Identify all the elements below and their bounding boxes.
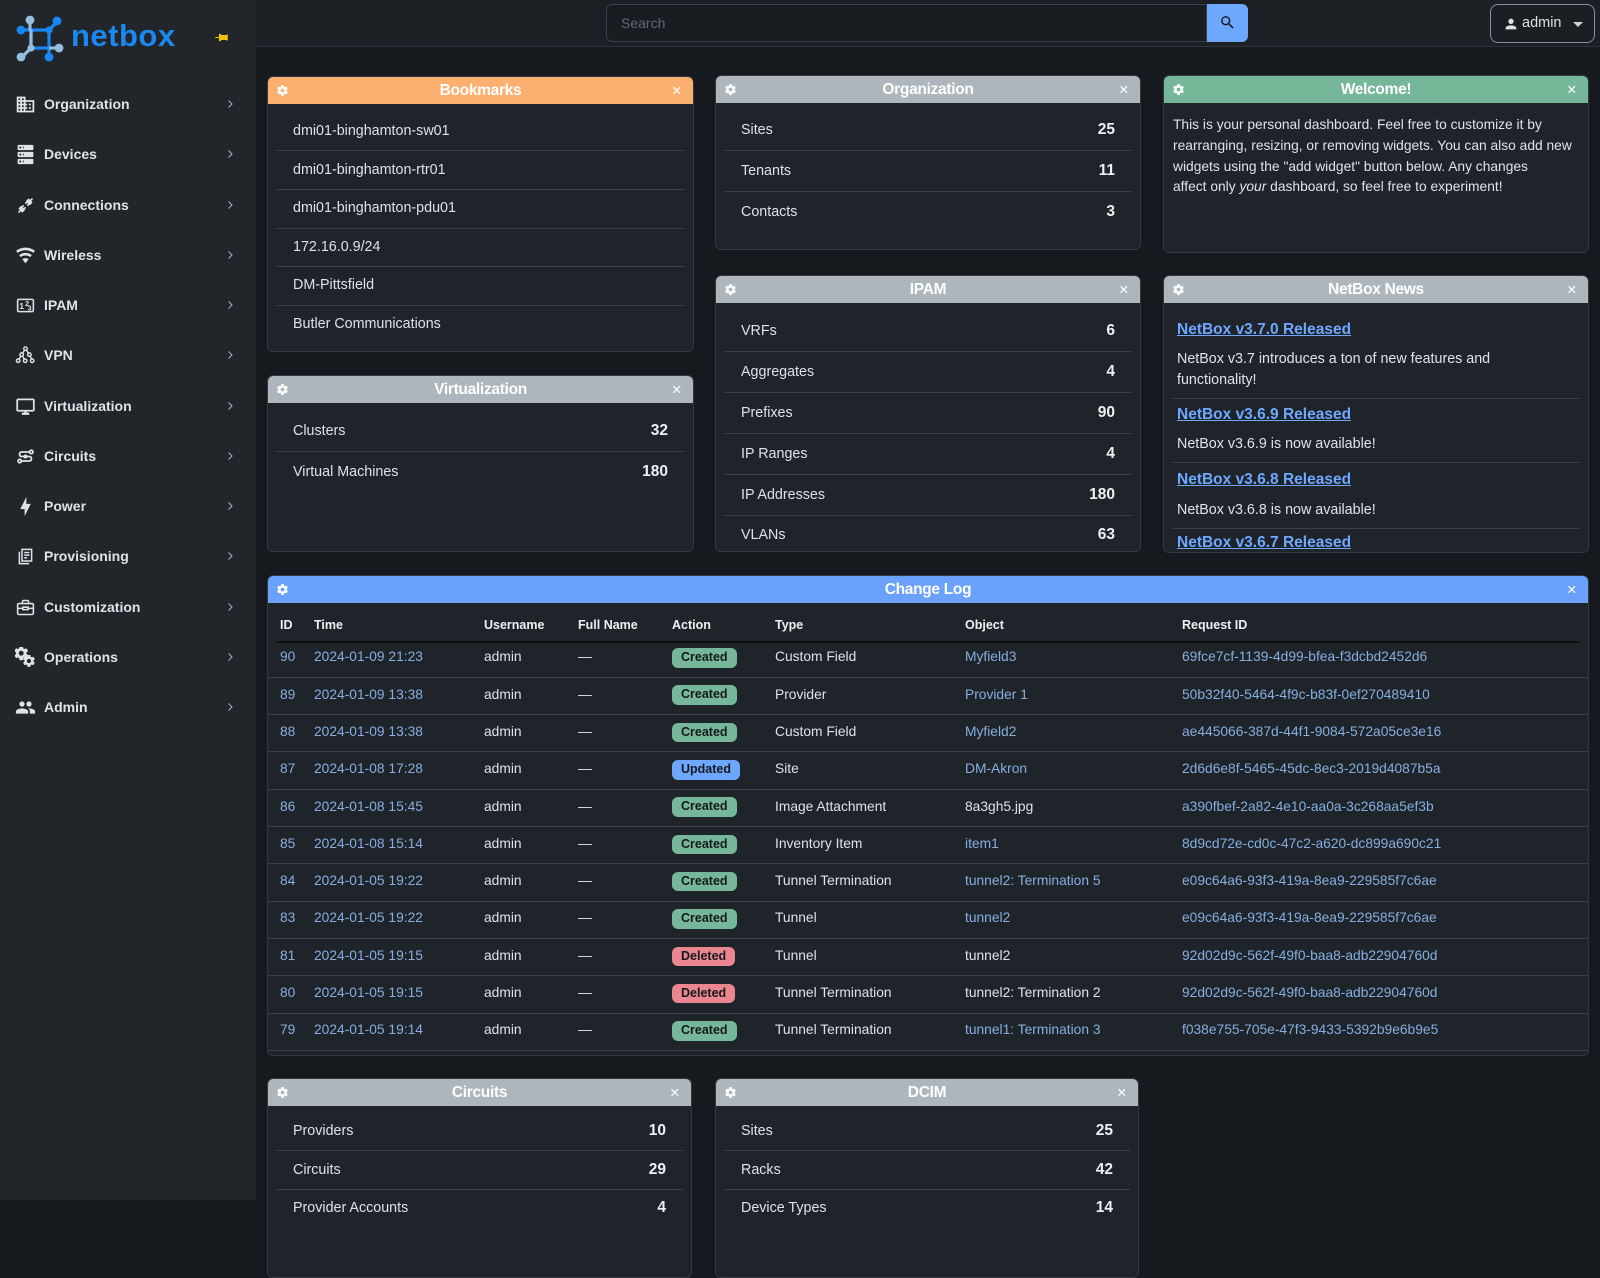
svg-text:2: 2 [25,301,29,308]
svg-text:3: 3 [28,305,32,312]
svg-text:1: 1 [19,301,24,311]
